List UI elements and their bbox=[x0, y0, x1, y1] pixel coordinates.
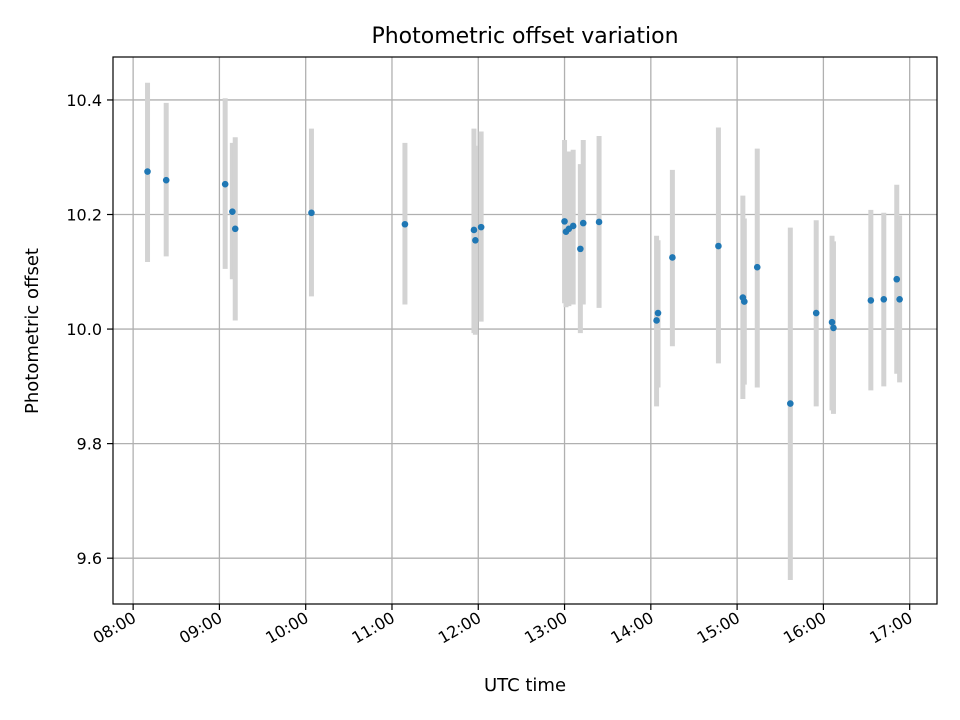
y-tick-label: 10.4 bbox=[66, 91, 102, 110]
data-point bbox=[753, 263, 761, 271]
data-point bbox=[472, 236, 479, 244]
data-point bbox=[867, 297, 875, 304]
data-point bbox=[787, 400, 794, 407]
data-point bbox=[229, 208, 236, 215]
data-point bbox=[477, 223, 485, 231]
errorbar-layer bbox=[145, 82, 903, 580]
data-point bbox=[221, 180, 229, 188]
x-tick-label: 17:00 bbox=[866, 608, 915, 648]
data-point bbox=[231, 225, 239, 233]
y-tick-label: 9.6 bbox=[77, 549, 102, 568]
data-point bbox=[828, 318, 836, 326]
x-tick-label: 11:00 bbox=[349, 608, 398, 648]
data-point bbox=[162, 176, 170, 184]
data-point bbox=[470, 226, 478, 234]
y-tick-label: 10.0 bbox=[66, 320, 102, 339]
data-point bbox=[654, 309, 662, 317]
y-axis-label: Photometric offset bbox=[22, 248, 43, 414]
y-tick-label: 9.8 bbox=[77, 435, 102, 454]
x-tick-label: 10:00 bbox=[262, 608, 311, 648]
data-point bbox=[579, 219, 587, 227]
data-point bbox=[308, 209, 315, 217]
x-tick-label: 15:00 bbox=[694, 608, 743, 648]
data-point bbox=[653, 317, 660, 324]
x-tick-label: 08:00 bbox=[90, 608, 139, 648]
data-point bbox=[144, 168, 151, 175]
x-tick-label: 09:00 bbox=[176, 608, 225, 648]
x-tick-label: 13:00 bbox=[521, 608, 570, 648]
x-axis-label: UTC time bbox=[484, 675, 566, 696]
data-point bbox=[741, 298, 748, 305]
data-point bbox=[830, 324, 837, 332]
x-tick-label: 12:00 bbox=[435, 608, 484, 648]
data-point bbox=[401, 220, 409, 228]
data-point bbox=[669, 254, 676, 261]
data-point bbox=[595, 218, 603, 226]
data-point bbox=[812, 309, 820, 317]
data-point bbox=[569, 222, 577, 230]
data-point bbox=[577, 245, 584, 253]
x-tick-label: 14:00 bbox=[607, 608, 656, 648]
chart-title: Photometric offset variation bbox=[371, 24, 678, 49]
data-point bbox=[893, 275, 901, 283]
x-tick-label: 16:00 bbox=[780, 608, 829, 648]
point-layer bbox=[144, 168, 903, 407]
data-point bbox=[561, 218, 568, 225]
plot-frame bbox=[112, 56, 938, 605]
y-tick-label: 10.2 bbox=[66, 206, 102, 225]
data-point bbox=[880, 295, 888, 303]
data-point bbox=[715, 242, 722, 250]
data-point bbox=[896, 295, 903, 303]
